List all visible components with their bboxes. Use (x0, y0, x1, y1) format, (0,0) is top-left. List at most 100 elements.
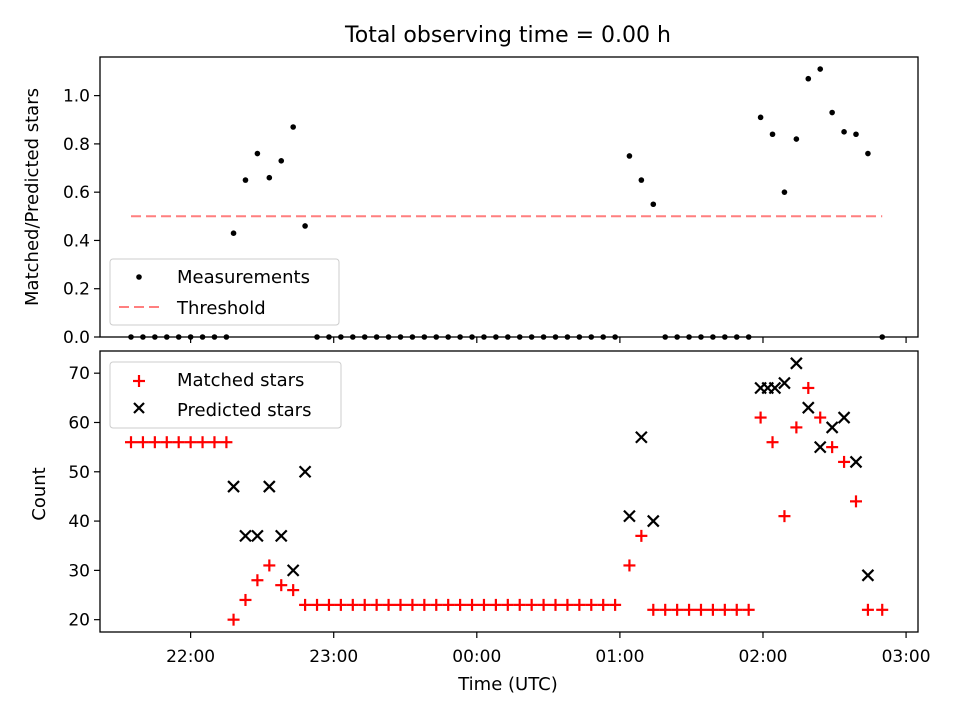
matched-star-point (454, 598, 467, 611)
y-tick-label: 70 (68, 364, 90, 384)
measurement-point (266, 174, 273, 181)
x-axis-label: Time (UTC) (457, 674, 558, 695)
measurement-point (638, 177, 645, 183)
predicted-star-point (802, 401, 815, 414)
legend-predicted-marker (133, 402, 145, 414)
x-tick-label: 23:00 (309, 647, 358, 667)
matched-star-point (251, 574, 264, 587)
matched-star-point (477, 598, 490, 611)
predicted-star-point (635, 430, 648, 444)
legend-measurements-label: Measurements (177, 267, 310, 288)
matched-star-point (220, 436, 233, 449)
matched-star-point (778, 510, 791, 523)
matched-star-point (647, 603, 660, 616)
legend-predicted-label: Predicted stars (177, 400, 311, 421)
matched-star-point (418, 598, 431, 611)
y-tick-label: 0.4 (63, 231, 90, 251)
matched-star-point (513, 598, 526, 611)
predicted-star-point (837, 411, 851, 424)
predicted-star-point (298, 465, 312, 479)
predicted-star-point (251, 529, 264, 543)
measurement-point (302, 223, 308, 229)
predicted-star-point (861, 569, 875, 582)
matched-star-point (838, 455, 851, 468)
top-legend: Measurements Threshold (109, 258, 340, 326)
matched-star-point (623, 559, 636, 572)
matched-star-point (208, 436, 221, 449)
bottom-plot-layer: 20 30 40 50 60 70 22:00 23:00 00:00 01:00 02:00 03:… (68, 357, 931, 667)
predicted-star-point (227, 480, 240, 493)
matched-star-point (160, 436, 173, 449)
predicted-star-point (778, 376, 791, 390)
measurement-point (626, 153, 633, 159)
matched-star-point (754, 411, 767, 424)
matched-star-point (706, 603, 719, 616)
predicted-star-point (274, 529, 288, 543)
measurement-point (230, 230, 237, 237)
predicted-star-point (849, 455, 863, 469)
predicted-star-point (647, 514, 660, 528)
measurement-point (793, 136, 800, 142)
predicted-star-point (825, 421, 839, 434)
matched-star-point (826, 441, 839, 454)
matched-star-point (334, 598, 347, 611)
matched-star-point (597, 598, 610, 611)
measurement-point (242, 177, 249, 183)
matched-star-point (876, 603, 889, 616)
measurement-point (278, 157, 285, 164)
measurement-point (757, 114, 764, 121)
measurement-point (841, 129, 847, 135)
measurement-point (853, 131, 859, 138)
matched-star-point (172, 436, 185, 449)
matched-star-point (489, 598, 502, 611)
matched-star-point (694, 603, 707, 616)
matched-star-point (442, 598, 455, 611)
matched-star-point (358, 598, 371, 611)
chart-title: Total observing time = 0.00 h (344, 23, 671, 48)
matched-star-point (430, 598, 443, 611)
matched-star-point (814, 411, 827, 424)
matched-star-point (406, 598, 419, 611)
bottom-panel: 20 30 40 50 60 70 22:00 23:00 00:00 01:00 02:00 03:… (29, 350, 931, 695)
bottom-legend-box (109, 361, 342, 429)
matched-star-point (184, 436, 197, 449)
bottom-y-axis-label: Count (29, 467, 50, 520)
matched-star-point (561, 598, 574, 611)
y-tick-label: 0.6 (63, 183, 90, 203)
matched-star-point (466, 598, 479, 611)
matched-star-point (125, 436, 138, 449)
x-tick-label: 02:00 (738, 647, 787, 667)
matched-star-point (322, 598, 335, 611)
matched-star-point (861, 603, 874, 616)
y-tick-label: 0.8 (63, 135, 90, 155)
top-legend-box (109, 258, 340, 326)
legend-threshold-label: Threshold (176, 298, 266, 319)
matched-star-point (287, 584, 300, 597)
matched-star-point (549, 598, 562, 611)
matched-star-point (730, 603, 743, 616)
matched-star-point (609, 598, 622, 611)
x-tick-label: 01:00 (595, 647, 644, 667)
matched-star-point (196, 436, 209, 449)
top-axes-frame (99, 56, 919, 338)
matched-star-point (537, 598, 550, 611)
x-tick-label: 03:00 (882, 647, 931, 667)
matched-star-point (136, 436, 149, 449)
matched-star-point (394, 598, 407, 611)
legend-matched-marker (133, 375, 145, 387)
matched-star-point (790, 421, 803, 434)
top-panel: 0.0 0.2 0.4 0.6 0.8 1.0 Matched/Predicted sta… (22, 56, 919, 348)
x-tick-label: 00:00 (452, 647, 501, 667)
matched-star-point (382, 598, 395, 611)
y-tick-label: 50 (68, 463, 90, 483)
measurement-point (650, 201, 657, 208)
matched-star-point (766, 436, 779, 449)
matched-star-point (299, 598, 312, 611)
bottom-legend: Matched stars Predicted stars (109, 361, 342, 429)
measurement-point (865, 150, 871, 157)
matched-star-point (525, 598, 538, 611)
matched-star-point (742, 603, 755, 616)
matched-star-point (370, 598, 383, 611)
measurement-point (781, 189, 788, 195)
